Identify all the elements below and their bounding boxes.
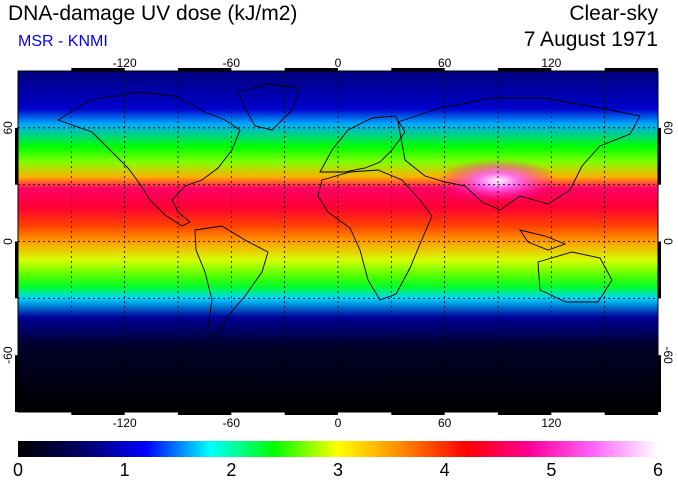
border-bar-right [658, 127, 661, 185]
border-bar-bottom [178, 412, 232, 415]
border-bar-top [71, 68, 125, 71]
lon-tick-label-bottom: 60 [438, 416, 452, 430]
lat-tick-label-left: 60 [1, 121, 15, 135]
colorbar-label: 0 [13, 460, 23, 480]
border-bar-bottom [604, 412, 658, 415]
border-bar-left [15, 127, 18, 185]
lat-tick-label-left: -60 [1, 346, 15, 364]
sky-condition-label: Clear-sky [569, 2, 658, 25]
lat-tick-label-right: 60 [661, 121, 675, 135]
lat-tick-label-right: 0 [661, 238, 675, 245]
colorbar-label: 4 [440, 460, 450, 480]
lon-tick-label-bottom: 120 [541, 416, 561, 430]
colorbar-label: 1 [120, 460, 130, 480]
lon-tick-label-bottom: -120 [113, 416, 137, 430]
border-bar-top [391, 68, 445, 71]
date-label: 7 August 1971 [523, 28, 658, 51]
map-title: DNA-damage UV dose (kJ/m2) [8, 2, 298, 25]
graticule [18, 71, 658, 412]
border-bar-left [15, 241, 18, 299]
lon-tick-label-top: 0 [335, 56, 342, 70]
border-bar-bottom [391, 412, 445, 415]
border-bar-bottom [71, 412, 125, 415]
lon-tick-label-bottom: -60 [223, 416, 241, 430]
lat-tick-label-right: -60 [661, 346, 675, 364]
lon-tick-label-top: -120 [113, 56, 137, 70]
colorbar-label: 3 [333, 460, 343, 480]
uv-hotspot [438, 158, 558, 203]
border-bar-top [284, 68, 338, 71]
lon-tick-label-top: 60 [438, 56, 452, 70]
border-bar-bottom [498, 412, 552, 415]
lat-tick-label-left: 0 [1, 238, 15, 245]
coastlines [56, 83, 641, 339]
border-bar-top [178, 68, 232, 71]
border-bar-bottom [284, 412, 338, 415]
border-bar-top [604, 68, 658, 71]
lon-tick-label-bottom: 0 [335, 416, 342, 430]
border-bar-left [15, 355, 18, 412]
lon-tick-label-top: -60 [223, 56, 241, 70]
colorbar-label: 2 [226, 460, 236, 480]
colorbar-label: 5 [546, 460, 556, 480]
border-bar-right [658, 355, 661, 412]
lon-tick-label-top: 120 [541, 56, 561, 70]
border-bar-right [658, 241, 661, 299]
map-border-bars [15, 68, 661, 415]
source-credit: MSR - KNMI [18, 33, 108, 50]
colorbar [18, 441, 658, 457]
border-bar-top [498, 68, 552, 71]
colorbar-label: 6 [653, 460, 663, 480]
